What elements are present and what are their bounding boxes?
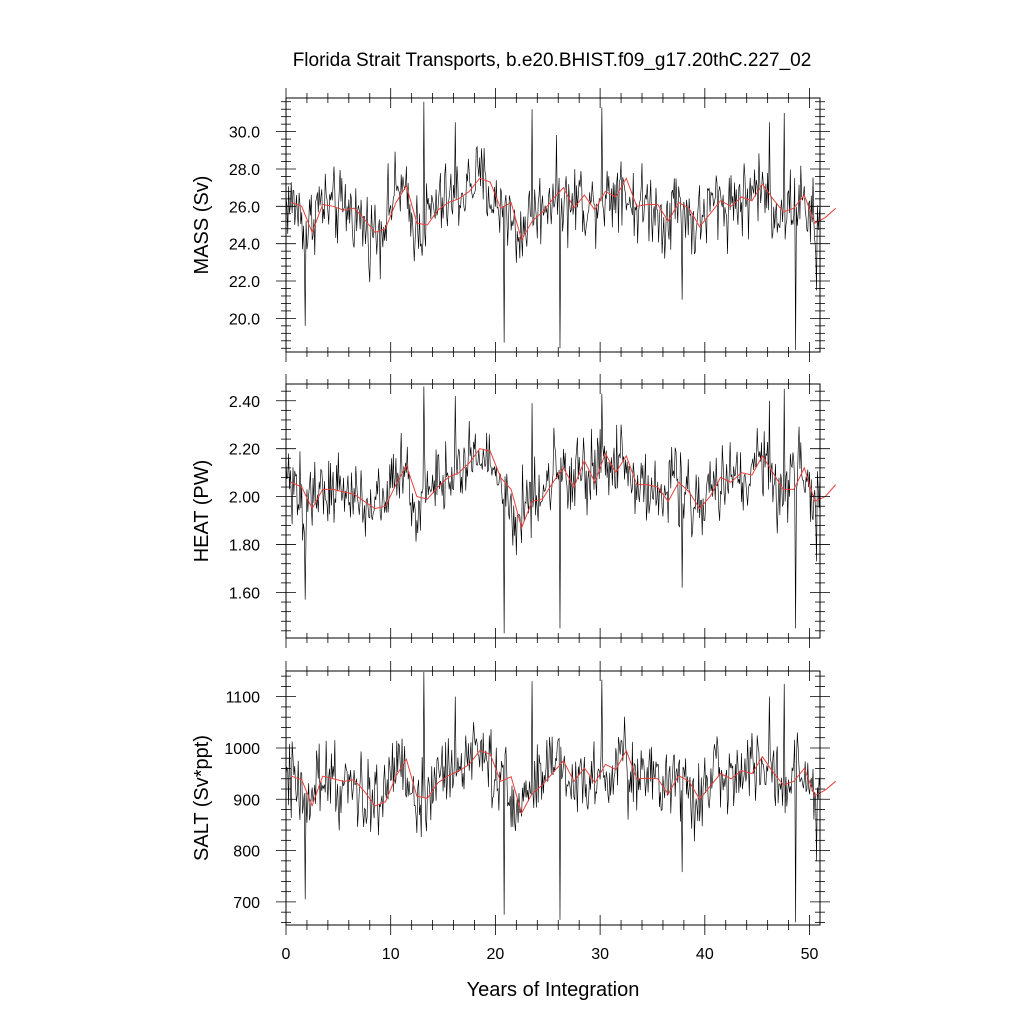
y-tick-label: 30.0 xyxy=(229,125,260,142)
y-tick-label: 26.0 xyxy=(229,199,260,216)
x-tick-label: 50 xyxy=(801,946,819,963)
series-line-annual xyxy=(291,448,837,530)
y-axis-label: SALT (Sv*ppt) xyxy=(191,735,213,861)
y-tick-label: 2.20 xyxy=(229,442,260,459)
series-line-monthly xyxy=(285,386,821,634)
series-line-monthly xyxy=(285,672,821,923)
x-tick-label: 20 xyxy=(487,946,505,963)
panel-1: 20.0 22.0 24.0 26.0 28.0 30.0 MASS (Sv) xyxy=(191,88,837,362)
y-tick-label: 1.80 xyxy=(229,538,260,555)
x-tick-label: 40 xyxy=(696,946,714,963)
x-tick-label: 0 xyxy=(282,946,291,963)
x-tick-label: 30 xyxy=(591,946,609,963)
figure-title: Florida Strait Transports, b.e20.BHIST.f… xyxy=(293,50,812,71)
y-axis-label: HEAT (PW) xyxy=(191,460,213,563)
x-tick-label: 10 xyxy=(382,946,400,963)
series-line-annual xyxy=(291,749,837,815)
plot-frame xyxy=(285,383,821,639)
panel-3: 700 800 900 1000 1100 SALT (Sv*ppt) 0 10 20 30 40 5… xyxy=(191,661,837,963)
y-tick-label: 1.60 xyxy=(229,585,260,602)
y-axis-label: MASS (Sv) xyxy=(191,176,213,275)
y-tick-label: 700 xyxy=(233,895,260,912)
y-tick-label: 1100 xyxy=(226,690,261,707)
y-tick-label: 900 xyxy=(233,792,260,809)
y-tick-label: 800 xyxy=(233,844,260,861)
series-line-monthly xyxy=(285,101,821,351)
y-tick-label: 2.00 xyxy=(229,490,260,507)
plot-frame xyxy=(285,97,821,353)
y-tick-label: 20.0 xyxy=(229,311,260,328)
y-tick-label: 2.40 xyxy=(229,394,260,411)
y-tick-label: 1000 xyxy=(224,741,260,758)
y-tick-label: 22.0 xyxy=(229,274,260,291)
plot-frame xyxy=(285,670,821,926)
y-tick-label: 28.0 xyxy=(229,162,260,179)
series-line-annual xyxy=(291,177,837,242)
panels: 20.0 22.0 24.0 26.0 28.0 30.0 MASS (Sv) 1.60 1.8… xyxy=(191,88,837,963)
x-axis-label: Years of Integration xyxy=(467,979,640,1001)
panel-2: 1.60 1.80 2.00 2.20 2.40 HEAT (PW) xyxy=(191,374,837,648)
y-tick-label: 24.0 xyxy=(229,237,260,254)
